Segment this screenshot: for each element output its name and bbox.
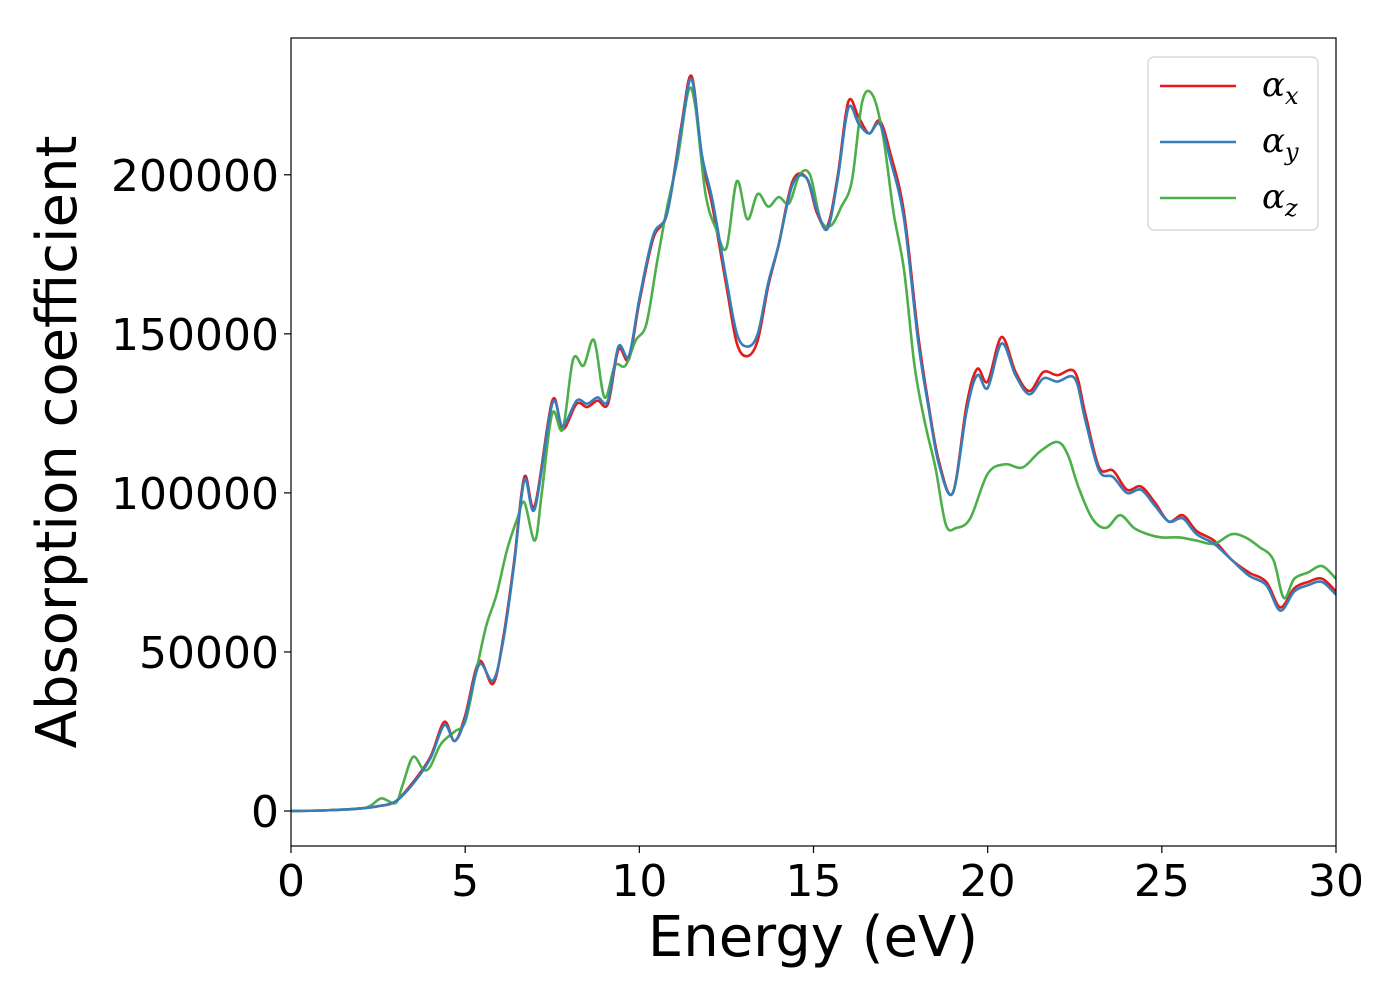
y-tick-label: 0 <box>251 787 279 838</box>
y-tick-label: 200000 <box>111 151 279 202</box>
x-tick-label: 10 <box>611 856 667 907</box>
series-line-alpha-y <box>291 78 1336 813</box>
y-tick-label: 150000 <box>111 310 279 361</box>
legend-label-alpha-x: αx <box>1262 65 1299 110</box>
legend: αx αy αz <box>1147 56 1319 231</box>
x-axis-label: Energy (eV) <box>648 905 978 970</box>
axis-ticks: 0 5 10 15 20 25 30 0 50000 100000 150000 200000 <box>111 151 1364 907</box>
x-tick-label: 20 <box>960 856 1016 907</box>
plot-area <box>291 74 1336 813</box>
legend-label-alpha-z: αz <box>1262 177 1298 222</box>
legend-box <box>1147 56 1319 231</box>
x-tick-label: 5 <box>451 856 479 907</box>
y-tick-label: 100000 <box>111 469 279 520</box>
x-tick-label: 15 <box>786 856 842 907</box>
y-axis-label: Absorption coefficient <box>25 136 90 749</box>
x-tick-label: 30 <box>1308 856 1364 907</box>
legend-label-alpha-y: αy <box>1262 121 1299 166</box>
x-tick-label: 25 <box>1134 856 1190 907</box>
y-tick-label: 50000 <box>139 628 279 679</box>
series-line-alpha-z <box>291 86 1336 813</box>
x-tick-label: 0 <box>277 856 305 907</box>
